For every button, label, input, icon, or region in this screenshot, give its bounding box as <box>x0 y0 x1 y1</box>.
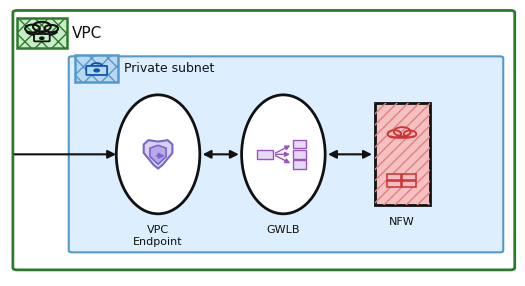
Bar <box>386 181 401 187</box>
Circle shape <box>94 69 99 72</box>
FancyBboxPatch shape <box>86 66 107 75</box>
Bar <box>386 174 401 180</box>
Bar <box>402 174 416 180</box>
Ellipse shape <box>116 95 200 214</box>
FancyBboxPatch shape <box>75 55 118 82</box>
Ellipse shape <box>242 95 325 214</box>
Bar <box>375 103 429 205</box>
Text: NFW: NFW <box>390 217 415 227</box>
Bar <box>375 103 429 205</box>
Bar <box>293 140 306 148</box>
Bar <box>293 160 306 169</box>
FancyBboxPatch shape <box>34 34 50 41</box>
Text: Private subnet: Private subnet <box>124 62 215 75</box>
FancyBboxPatch shape <box>69 56 503 252</box>
Bar <box>293 150 306 158</box>
FancyBboxPatch shape <box>17 18 67 48</box>
Bar <box>257 150 273 159</box>
Text: GWLB: GWLB <box>267 225 300 235</box>
Polygon shape <box>150 145 166 164</box>
Text: VPC
Endpoint: VPC Endpoint <box>133 225 183 247</box>
Circle shape <box>40 37 44 39</box>
Text: VPC: VPC <box>72 26 102 41</box>
Bar <box>402 181 416 187</box>
FancyBboxPatch shape <box>13 11 514 270</box>
Polygon shape <box>144 140 172 168</box>
